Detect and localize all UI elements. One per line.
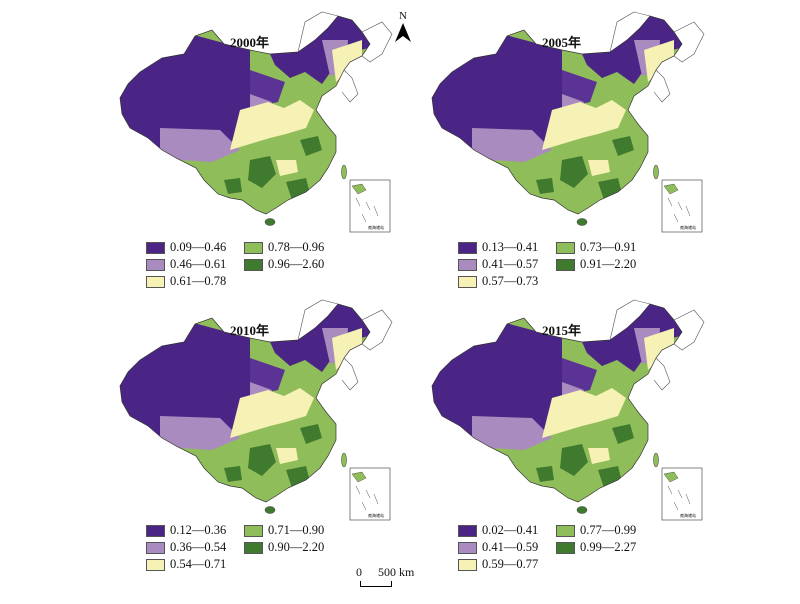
legend-swatch — [146, 259, 165, 272]
legend: 0.09—0.46 0.46—0.61 0.61—0.78 0.78—0.96 … — [146, 240, 406, 290]
legend-item: 0.73—0.91 — [556, 240, 637, 255]
legend-swatch — [244, 242, 263, 255]
panel-title: 2010年 — [230, 323, 270, 338]
legend-swatch — [458, 559, 477, 572]
map-2015: 南海诸岛 — [412, 298, 712, 523]
legend-label: 0.96—2.60 — [268, 257, 325, 271]
legend-swatch — [458, 276, 477, 289]
legend-label: 0.59—0.77 — [482, 557, 539, 571]
north-label: N — [399, 10, 407, 22]
legend-item: 0.57—0.73 — [458, 274, 539, 289]
legend: 0.12—0.36 0.36—0.54 0.54—0.71 0.71—0.90 … — [146, 523, 406, 573]
legend-swatch — [458, 242, 477, 255]
legend-swatch — [146, 242, 165, 255]
legend-swatch — [244, 542, 263, 555]
legend-label: 0.90—2.20 — [268, 540, 325, 554]
map-panel-2015: 南海诸岛 2015年 0.02—0.41 0.41—0.59 0.59—0.77… — [412, 298, 752, 572]
legend-label: 0.73—0.91 — [580, 240, 637, 254]
inset-label: 南海诸岛 — [680, 224, 696, 230]
legend-label: 0.12—0.36 — [170, 523, 227, 537]
legend-label: 0.13—0.41 — [482, 240, 539, 254]
scale-distance: 500 km — [378, 565, 415, 579]
legend-item: 0.13—0.41 — [458, 240, 539, 255]
legend-label: 0.71—0.90 — [268, 523, 325, 537]
legend-swatch — [146, 559, 165, 572]
legend-item: 0.41—0.57 — [458, 257, 539, 272]
legend-item: 0.54—0.71 — [146, 557, 227, 572]
legend-item: 0.02—0.41 — [458, 523, 539, 538]
legend-item: 0.61—0.78 — [146, 274, 227, 289]
legend-swatch — [146, 276, 165, 289]
legend-label: 0.54—0.71 — [170, 557, 227, 571]
legend-item: 0.91—2.20 — [556, 257, 637, 272]
legend-label: 0.41—0.57 — [482, 257, 539, 271]
legend-item: 0.77—0.99 — [556, 523, 637, 538]
map-panel-2005: 南海诸岛 2005年 0.13—0.41 0.41—0.57 0.57—0.73… — [412, 10, 752, 289]
panel-title: 2005年 — [542, 35, 582, 50]
legend-item: 0.96—2.60 — [244, 257, 325, 272]
legend: 0.13—0.41 0.41—0.57 0.57—0.73 0.73—0.91 … — [458, 240, 718, 290]
inset-label: 南海诸岛 — [368, 512, 384, 518]
panel-title: 2015年 — [542, 323, 582, 338]
legend-swatch — [556, 542, 575, 555]
legend-swatch — [556, 259, 575, 272]
legend-label: 0.77—0.99 — [580, 523, 637, 537]
inset-label: 南海诸岛 — [368, 224, 384, 230]
legend-swatch — [556, 525, 575, 538]
legend-label: 0.36—0.54 — [170, 540, 227, 554]
legend-swatch — [458, 525, 477, 538]
legend-label: 0.99—2.27 — [580, 540, 637, 554]
north-arrow: N — [393, 10, 413, 46]
legend-label: 0.41—0.59 — [482, 540, 539, 554]
legend-swatch — [244, 525, 263, 538]
legend-item: 0.78—0.96 — [244, 240, 325, 255]
legend-label: 0.02—0.41 — [482, 523, 539, 537]
legend-label: 0.57—0.73 — [482, 274, 539, 288]
map-panel-2010: 南海诸岛 2010年 0.12—0.36 0.36—0.54 0.54—0.71… — [100, 298, 440, 572]
map-2010: 南海诸岛 — [100, 298, 400, 523]
legend-swatch — [244, 259, 263, 272]
legend-swatch — [458, 259, 477, 272]
legend-item: 0.12—0.36 — [146, 523, 227, 538]
legend: 0.02—0.41 0.41—0.59 0.59—0.77 0.77—0.99 … — [458, 523, 718, 573]
legend-item: 0.41—0.59 — [458, 540, 539, 555]
legend-swatch — [458, 542, 477, 555]
north-arrow-icon — [395, 23, 411, 42]
legend-item: 0.71—0.90 — [244, 523, 325, 538]
legend-swatch — [556, 242, 575, 255]
legend-label: 0.91—2.20 — [580, 257, 637, 271]
scale-zero: 0 — [356, 565, 362, 579]
map-2005: 南海诸岛 — [412, 10, 712, 235]
map-panel-2000: 南海诸岛 2000年 0.09—0.46 0.46—0.61 0.61—0.78… — [100, 10, 440, 289]
legend-label: 0.09—0.46 — [170, 240, 227, 254]
inset-label: 南海诸岛 — [680, 512, 696, 518]
legend-label: 0.61—0.78 — [170, 274, 227, 288]
legend-item: 0.09—0.46 — [146, 240, 227, 255]
legend-swatch — [146, 542, 165, 555]
legend-item: 0.99—2.27 — [556, 540, 637, 555]
panel-title: 2000年 — [230, 35, 270, 50]
scale-line — [360, 581, 392, 587]
legend-item: 0.46—0.61 — [146, 257, 227, 272]
legend-label: 0.78—0.96 — [268, 240, 325, 254]
legend-item: 0.90—2.20 — [244, 540, 325, 555]
map-2000: 南海诸岛 — [100, 10, 400, 235]
legend-item: 0.36—0.54 — [146, 540, 227, 555]
legend-label: 0.46—0.61 — [170, 257, 227, 271]
legend-item: 0.59—0.77 — [458, 557, 539, 572]
legend-swatch — [146, 525, 165, 538]
